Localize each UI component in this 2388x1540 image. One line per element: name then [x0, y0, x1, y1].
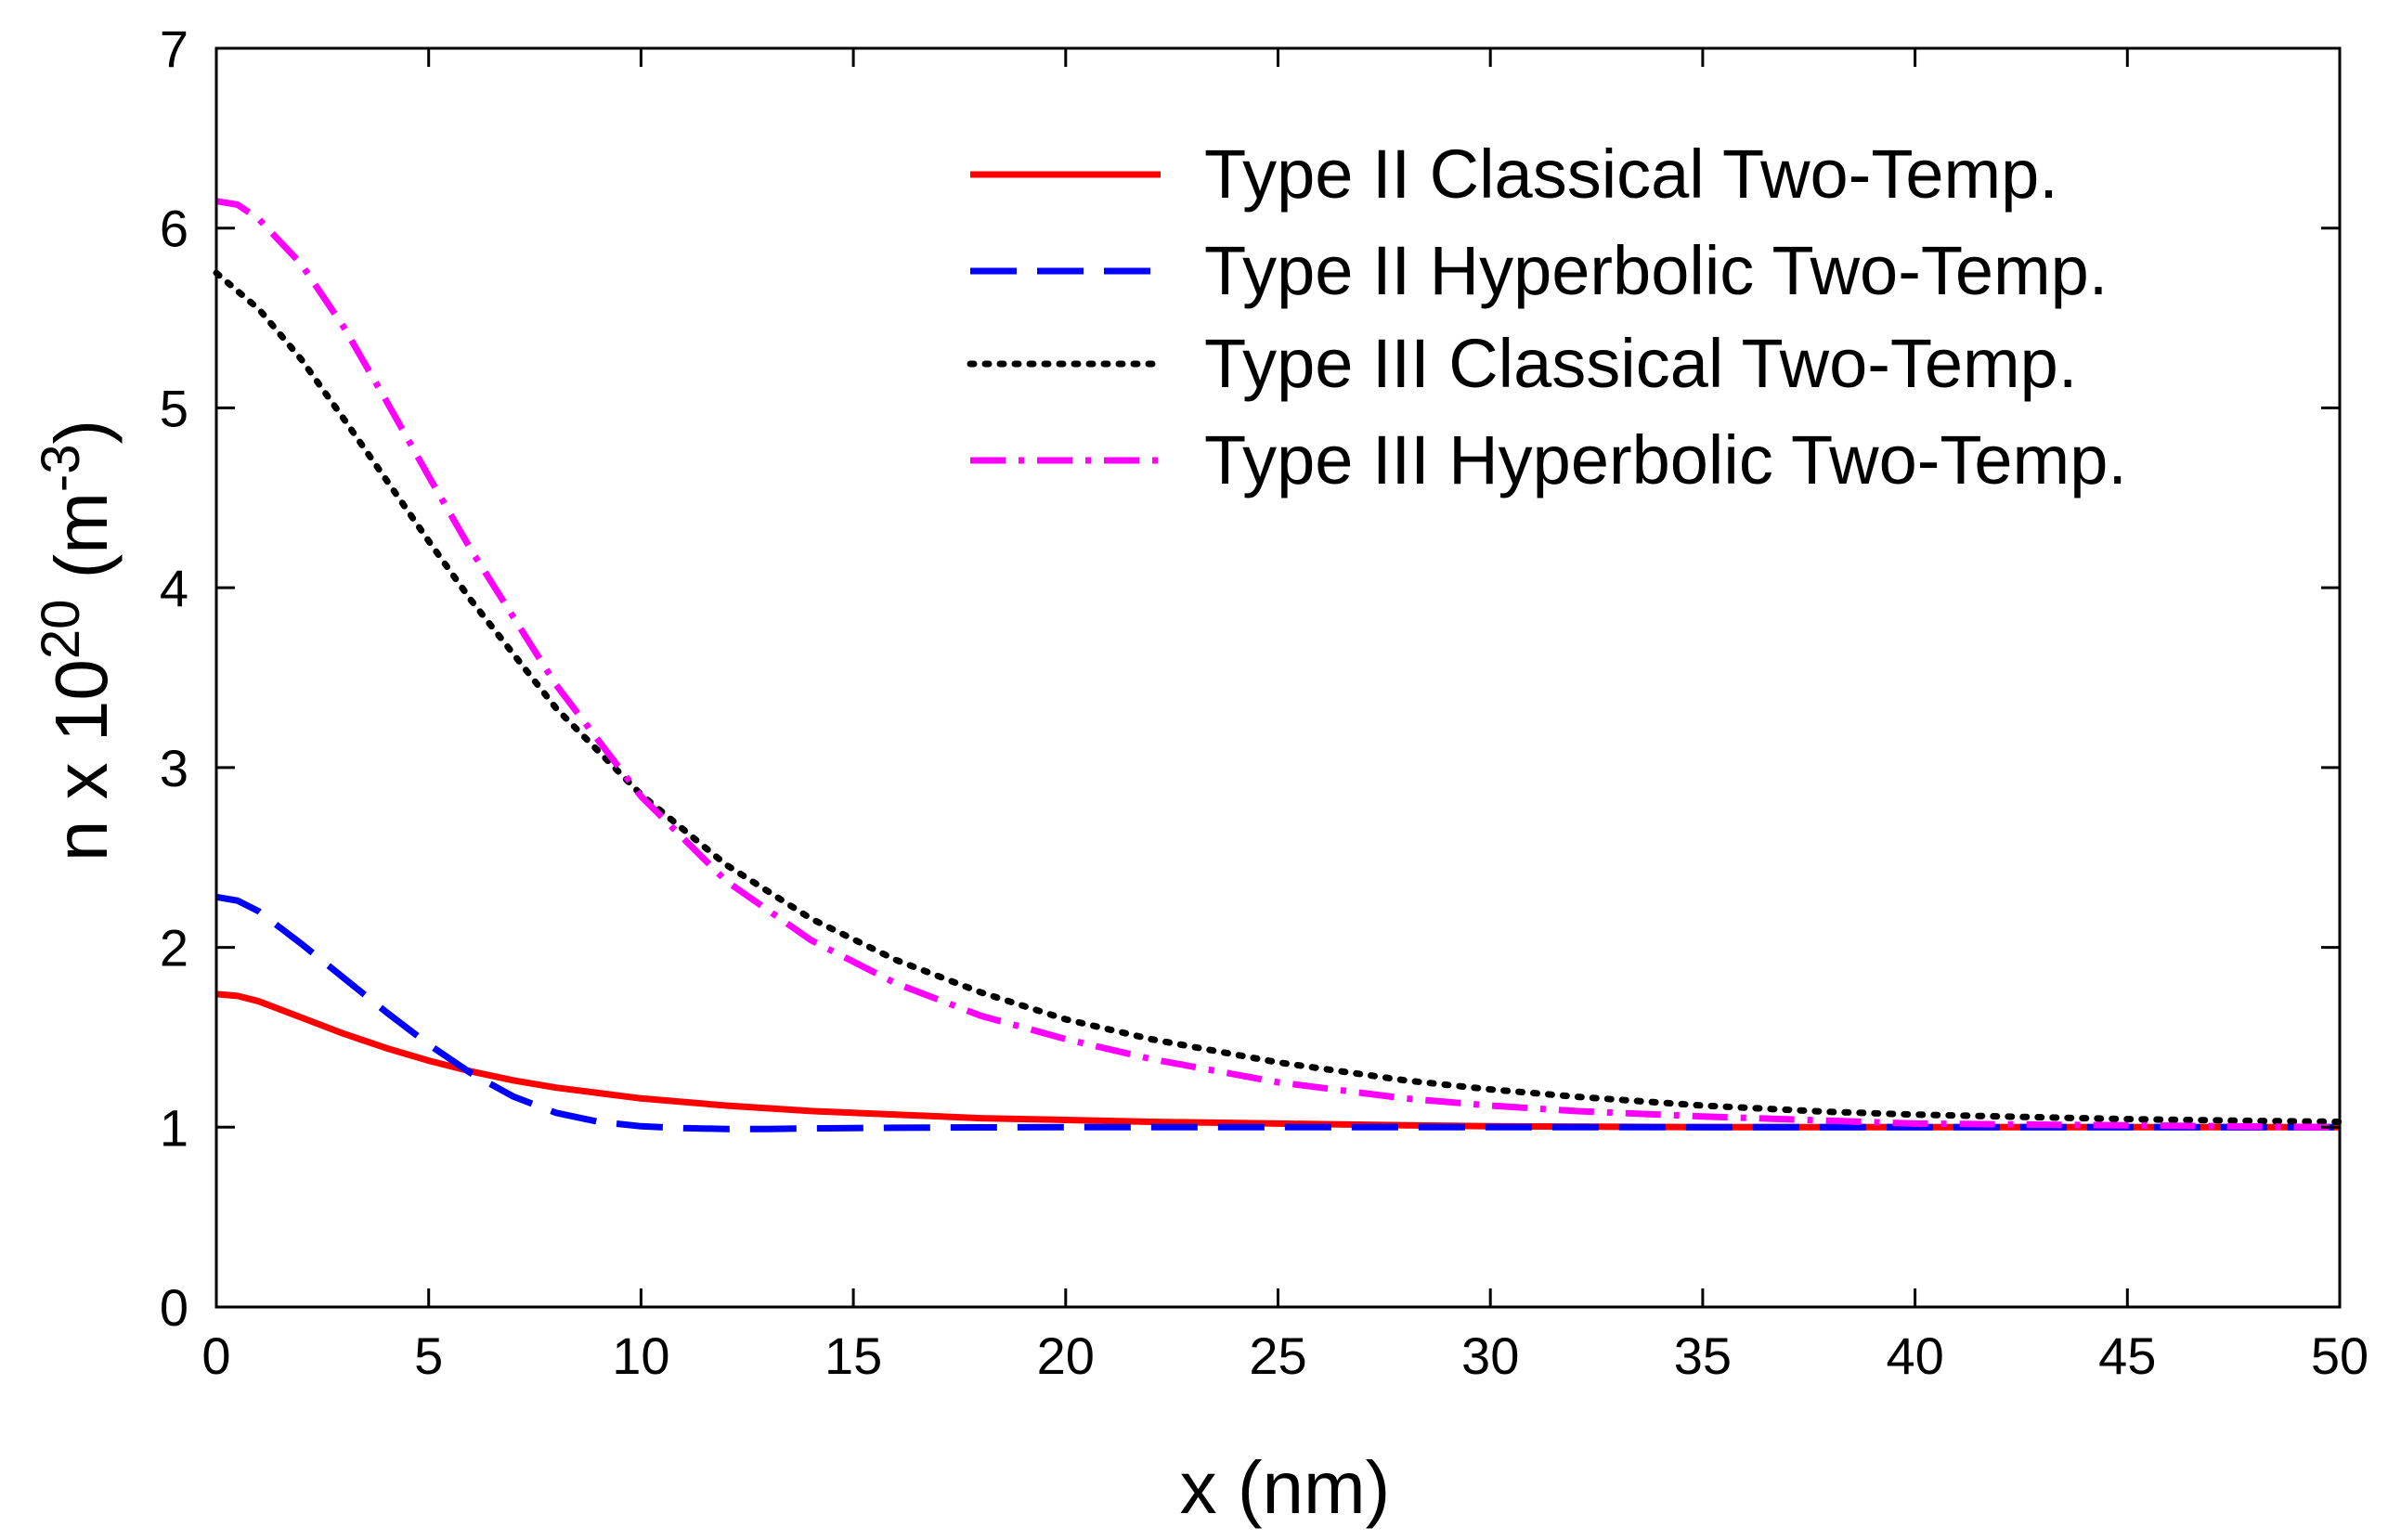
x-tick-label: 10 [612, 1326, 669, 1385]
y-tick-label: 5 [160, 379, 188, 437]
x-tick-label: 45 [2098, 1326, 2156, 1385]
x-tick-label: 50 [2311, 1326, 2369, 1385]
y-axis-title: n x 1020 (m-3) [31, 420, 123, 861]
legend-entry: Type II Hyperbolic Two-Temp. [970, 232, 2108, 309]
legend-label-type-iii-hyperbolic: Type III Hyperbolic Two-Temp. [1204, 421, 2127, 498]
x-tick-label: 15 [824, 1326, 882, 1385]
x-tick-label: 20 [1037, 1326, 1095, 1385]
tick-marks [214, 46, 2342, 1309]
series-line-3 [215, 198, 2341, 1131]
legend: Type II Classical Two-Temp. Type II Hype… [967, 136, 2127, 498]
legend-entry: Type II Classical Two-Temp. [970, 136, 2058, 213]
y-tick-label: 4 [160, 559, 188, 617]
plot-area [216, 48, 2340, 1307]
series-line-1 [215, 893, 2340, 1132]
series-line-2 [213, 269, 2343, 1125]
x-axis-title: x (nm) [1180, 1446, 1391, 1529]
legend-entry: Type III Classical Two-Temp. [967, 325, 2077, 402]
x-tick-label: 30 [1461, 1326, 1519, 1385]
x-tick-label: 5 [414, 1326, 443, 1385]
plot-background [216, 48, 2340, 1307]
y-tick-label: 7 [160, 19, 188, 78]
x-tick-label: 0 [201, 1326, 230, 1385]
y-tick-label: 2 [160, 919, 188, 977]
x-tick-label: 40 [1886, 1326, 1943, 1385]
legend-label-type-ii-classical: Type II Classical Two-Temp. [1204, 136, 2058, 213]
y-tick-label: 3 [160, 739, 188, 797]
series-lines [213, 198, 2343, 1132]
x-tick-label: 25 [1249, 1326, 1306, 1385]
y-tick-label: 1 [160, 1098, 188, 1157]
y-tick-label: 6 [160, 200, 188, 258]
x-tick-label: 35 [1674, 1326, 1732, 1385]
legend-label-type-ii-hyperbolic: Type II Hyperbolic Two-Temp. [1204, 232, 2108, 309]
legend-label-type-iii-classical: Type III Classical Two-Temp. [1204, 325, 2077, 402]
y-tick-label: 0 [160, 1278, 188, 1337]
legend-entry: Type III Hyperbolic Two-Temp. [970, 421, 2127, 498]
